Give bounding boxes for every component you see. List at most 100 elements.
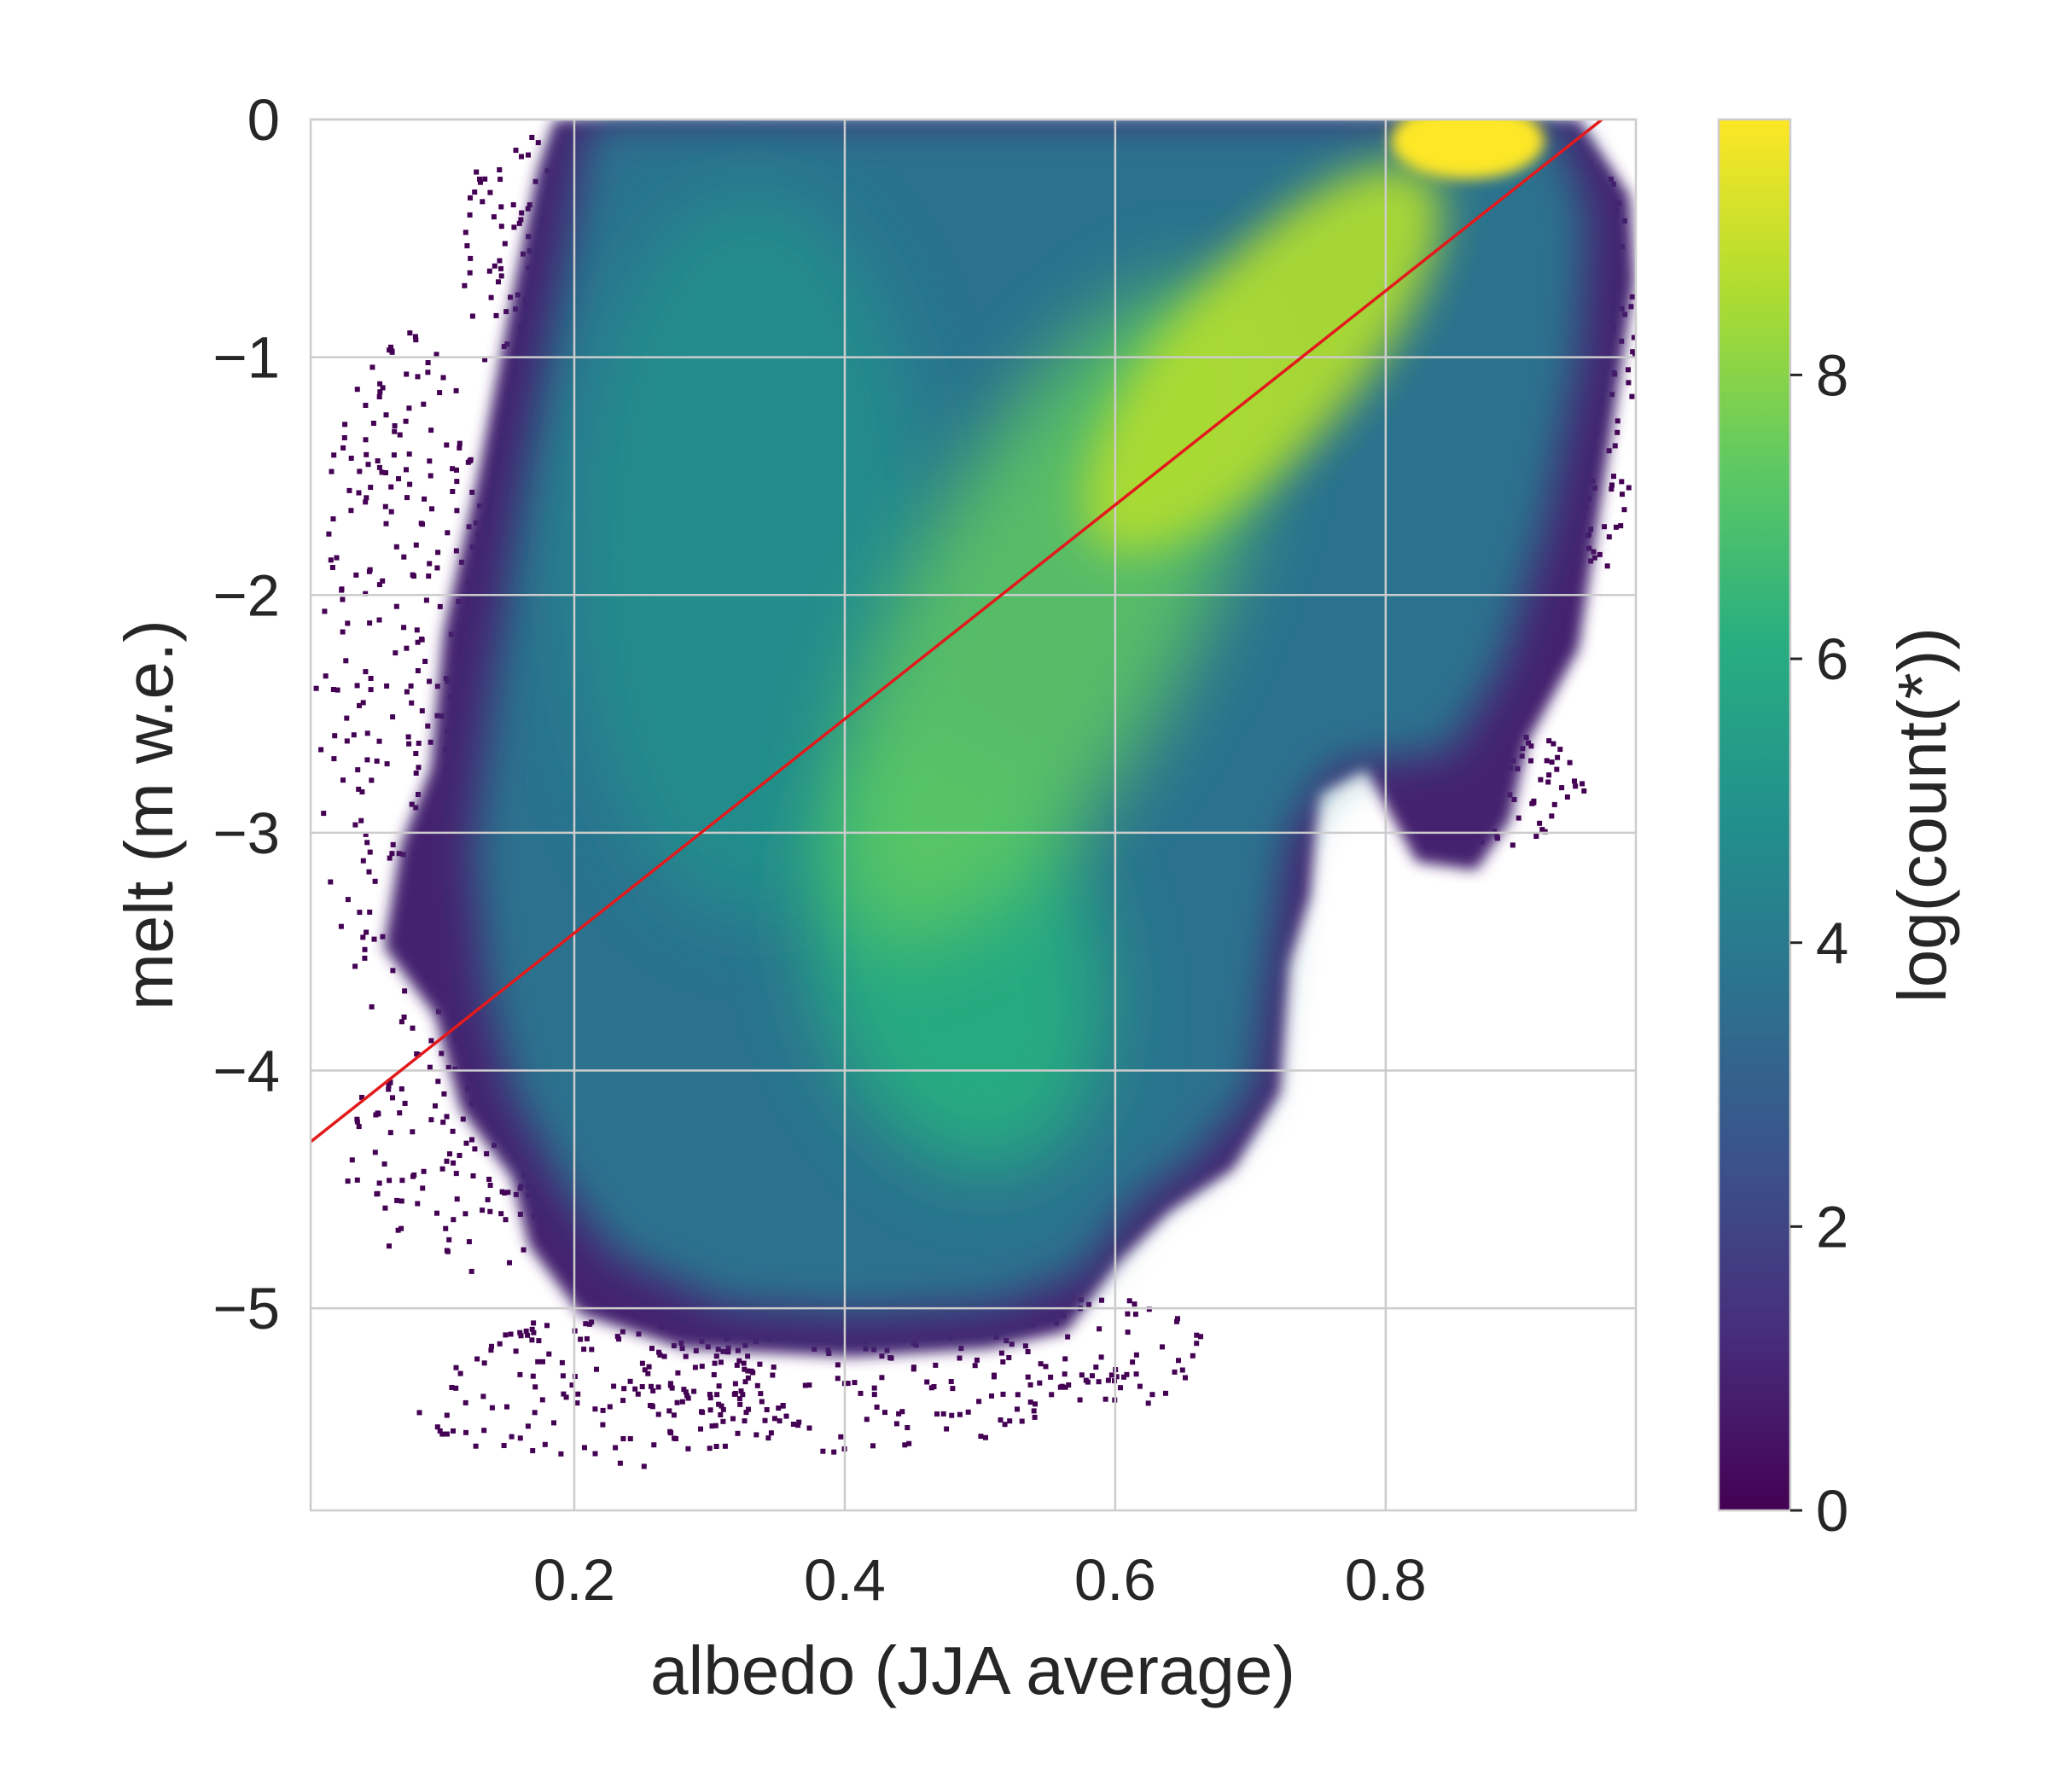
- fringe-dot: [1025, 1374, 1031, 1380]
- fringe-dot: [425, 369, 431, 375]
- fringe-dot: [409, 801, 415, 807]
- fringe-dot: [411, 573, 416, 579]
- fringe-dot: [650, 1388, 656, 1393]
- fringe-dot: [375, 1190, 381, 1196]
- fringe-dot: [449, 1385, 455, 1390]
- fringe-dot: [437, 603, 443, 609]
- fringe-dot: [574, 1400, 580, 1406]
- fringe-dot: [427, 678, 433, 684]
- fringe-dot: [806, 1425, 812, 1431]
- fringe-dot: [1103, 1396, 1108, 1402]
- fringe-dot: [376, 1180, 382, 1186]
- fringe-dot: [505, 1190, 511, 1196]
- fringe-dot: [1626, 367, 1631, 373]
- fringe-dot: [504, 1404, 509, 1410]
- fringe-dot: [998, 1417, 1004, 1423]
- fringe-dot: [351, 732, 357, 738]
- fringe-dot: [418, 637, 424, 642]
- fringe-dot: [467, 212, 473, 218]
- fringe-dot: [497, 258, 503, 264]
- fringe-dot: [359, 789, 365, 794]
- fringe-dot: [454, 1196, 460, 1202]
- fringe-dot: [396, 476, 401, 481]
- fringe-dot: [527, 202, 532, 208]
- fringe-dot: [352, 822, 358, 828]
- fringe-dot: [1614, 524, 1619, 530]
- fringe-dot: [394, 1197, 400, 1203]
- fringe-dot: [404, 689, 410, 695]
- fringe-dot: [478, 179, 483, 185]
- fringe-dot: [531, 1320, 537, 1326]
- fringe-dot: [387, 1178, 393, 1184]
- colorbar: 0 2 4 6 8 log(count(*)): [1717, 118, 1960, 1544]
- fringe-dot: [1043, 1364, 1049, 1370]
- fringe-dot: [639, 1360, 645, 1366]
- fringe-dot: [371, 936, 377, 942]
- fringe-dot: [998, 1350, 1004, 1356]
- fringe-dot: [450, 466, 456, 472]
- fringe-dot: [380, 934, 386, 940]
- fringe-dot: [465, 459, 471, 465]
- fringe-dot: [453, 1385, 459, 1391]
- fringe-dot: [413, 751, 419, 756]
- fringe-dot: [343, 658, 349, 664]
- x-tick-label: 0.6: [1074, 1547, 1156, 1613]
- fringe-dot: [420, 1185, 426, 1191]
- fringe-dot: [513, 1191, 519, 1197]
- fringe-dot: [376, 394, 382, 399]
- fringe-dot: [742, 1379, 748, 1385]
- fringe-dot: [672, 1435, 678, 1441]
- fringe-dot: [428, 1038, 434, 1044]
- fringe-dot: [681, 1387, 687, 1393]
- fringe-dot: [404, 645, 410, 651]
- fringe-dot: [413, 542, 419, 548]
- fringe-dot: [1591, 555, 1597, 561]
- fringe-dot: [339, 586, 345, 592]
- fringe-dot: [655, 1384, 661, 1390]
- fringe-dot: [451, 1217, 457, 1223]
- fringe-dot: [502, 241, 508, 247]
- fringe-dot: [404, 371, 410, 377]
- fringe-dot: [1546, 772, 1552, 778]
- fringe-dot: [1065, 1334, 1071, 1340]
- fringe-dot: [429, 506, 434, 512]
- fringe-dot: [444, 1158, 450, 1164]
- fringe-dot: [906, 1440, 912, 1446]
- fringe-dot: [457, 1370, 463, 1376]
- fringe-dot: [415, 668, 421, 673]
- fringe-dot: [498, 1211, 504, 1217]
- fringe-dot: [1572, 778, 1577, 784]
- fringe-dot: [685, 1395, 691, 1401]
- fringe-dot: [683, 1353, 689, 1359]
- fringe-dot: [469, 1137, 474, 1143]
- fringe-dot: [412, 334, 418, 340]
- fringe-dot: [453, 1171, 459, 1177]
- fringe-dot: [517, 1435, 523, 1441]
- fringe-dot: [592, 1406, 598, 1412]
- fringe-dot: [1528, 743, 1534, 749]
- fringe-dot: [345, 620, 351, 626]
- fringe-dot: [364, 495, 369, 501]
- fringe-dot: [477, 177, 482, 182]
- fringe-dot: [719, 1403, 724, 1409]
- fringe-dot: [594, 1366, 599, 1372]
- fringe-dot: [887, 1355, 893, 1360]
- fringe-dot: [871, 1385, 877, 1391]
- fringe-dot: [418, 521, 424, 527]
- fringe-dot: [457, 440, 463, 446]
- fringe-dot: [1049, 1392, 1055, 1398]
- fringe-dot: [439, 1166, 445, 1172]
- fringe-dot: [440, 1120, 446, 1126]
- fringe-dot: [454, 508, 460, 514]
- fringe-dot: [1198, 1334, 1203, 1340]
- fringe-dot: [376, 582, 382, 588]
- fringe-dot: [409, 700, 415, 706]
- fringe-dot: [470, 1173, 476, 1178]
- fringe-dot: [718, 1412, 724, 1417]
- fringe-dot: [542, 1441, 548, 1447]
- fringe-dot: [1190, 1353, 1196, 1359]
- fringe-dot: [745, 1375, 751, 1381]
- fringe-dot: [530, 1448, 536, 1453]
- fringe-dot: [383, 470, 388, 475]
- fringe-dot: [1619, 479, 1625, 485]
